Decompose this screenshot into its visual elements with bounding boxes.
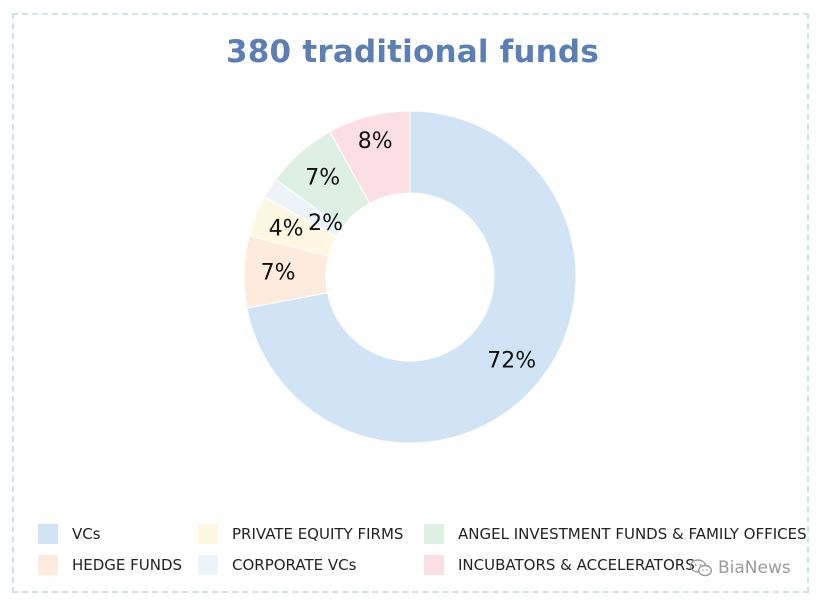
watermark: BiaNews bbox=[690, 558, 791, 578]
slice-label: 72% bbox=[487, 349, 536, 374]
chart-title: 380 traditional funds bbox=[226, 34, 599, 70]
slice-label: 7% bbox=[261, 260, 296, 285]
watermark-text: BiaNews bbox=[718, 558, 791, 578]
slice-label: 2% bbox=[308, 211, 343, 236]
slice-incubators-accelerators bbox=[329, 110, 411, 205]
slice-vcs bbox=[246, 110, 577, 444]
slice-label: 8% bbox=[358, 129, 393, 154]
slice-label: 4% bbox=[269, 217, 304, 242]
wechat-icon bbox=[690, 559, 712, 577]
chart-frame bbox=[12, 13, 809, 593]
slice-label: 7% bbox=[305, 165, 340, 190]
